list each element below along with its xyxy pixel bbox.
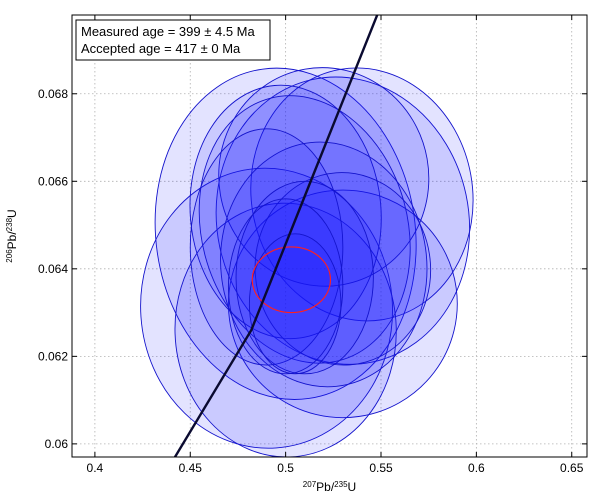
grid (72, 15, 587, 457)
y-tick-label: 0.06 (45, 437, 69, 451)
axis-ticks: 0.4 0.45 0.5 0.55 0.6 0.65 0.06 0.062 0.064 0.066… (38, 15, 587, 475)
x-tick-label: 0.65 (560, 461, 584, 475)
x-tick-label: 0.55 (369, 461, 393, 475)
y-tick-label: 0.062 (38, 349, 68, 363)
error-ellipse (248, 233, 342, 375)
error-ellipse (189, 128, 344, 366)
x-axis-title: 207Pb/235U (303, 480, 356, 495)
x-tick-label: 0.5 (277, 461, 294, 475)
error-ellipse (254, 172, 432, 366)
error-ellipse (215, 76, 471, 365)
concordia-layer (173, 15, 379, 457)
x-tick-label: 0.6 (468, 461, 485, 475)
x-tick-label: 0.4 (87, 461, 104, 475)
legend-measured-age: Measured age = 399 ± 4.5 Ma (81, 24, 255, 39)
legend-accepted-age: Accepted age = 417 ± 0 Ma (81, 41, 241, 56)
error-ellipse (227, 198, 344, 375)
legend: Measured age = 399 ± 4.5 Ma Accepted age… (75, 19, 271, 61)
y-tick-label: 0.068 (38, 87, 68, 101)
error-ellipses (140, 67, 474, 457)
error-ellipse (189, 84, 382, 340)
error-ellipse (154, 67, 417, 400)
concordia-curve (173, 15, 379, 457)
x-tick-label: 0.45 (179, 461, 203, 475)
plot-frame (71, 14, 588, 458)
mean-age-ellipse (251, 246, 332, 314)
y-axis-title: 206Pb/238U (5, 209, 20, 262)
y-tick-label: 0.064 (38, 262, 68, 276)
y-tick-label: 0.066 (38, 174, 68, 188)
legend-box (75, 19, 271, 61)
